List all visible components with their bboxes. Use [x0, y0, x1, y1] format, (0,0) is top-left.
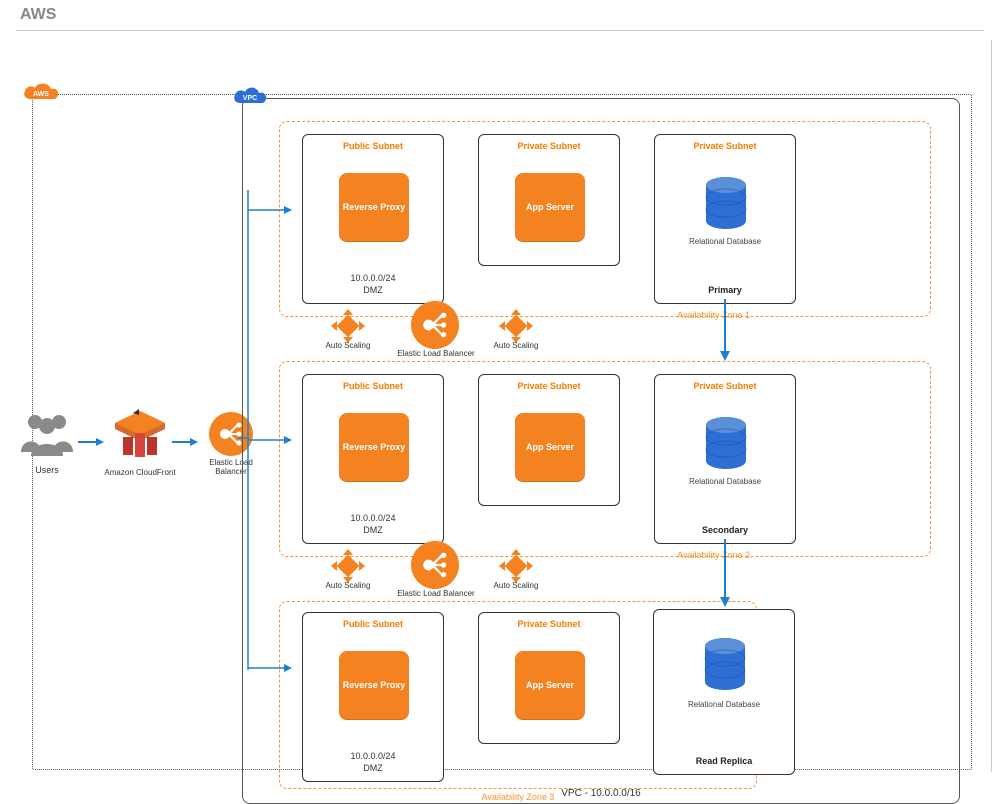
db-subnet-1: Private Subnet Relational Database Prima… — [654, 134, 796, 304]
divider-top — [16, 30, 984, 31]
private-subnet-3: Private Subnet App Server — [478, 612, 620, 744]
auto-scaling-label: Auto Scaling — [303, 581, 393, 590]
auto-scaling-icon — [331, 309, 365, 343]
subnet-title: Private Subnet — [479, 141, 619, 151]
private-subnet-1: Private Subnet App Server — [478, 134, 620, 266]
vpc-label: VPC - 10.0.0.0/16 — [243, 788, 959, 799]
subnet-title: Private Subnet — [479, 619, 619, 629]
cloudfront-label: Amazon CloudFront — [100, 468, 180, 477]
elb-inner-label: Elastic Load Balancer — [391, 589, 481, 598]
subnet-title: Public Subnet — [303, 619, 443, 629]
cloudfront-icon — [105, 407, 175, 463]
subnet-dmz: DMZ — [303, 525, 443, 535]
auto-scaling-label: Auto Scaling — [471, 581, 561, 590]
elb-branch-lines — [238, 150, 298, 710]
subnet-title: Private Subnet — [655, 381, 795, 391]
subnet-dmz: DMZ — [303, 285, 443, 295]
users-block: Users — [12, 410, 82, 475]
subnet-cidr: 10.0.0.0/24 — [303, 273, 443, 283]
page-title: AWS — [20, 6, 56, 24]
database-icon — [702, 638, 748, 694]
auto-scaling-2a: Auto Scaling — [331, 549, 365, 588]
az-label: Availability Zone 1 — [677, 310, 750, 320]
availability-zone-1: Public Subnet Reverse Proxy 10.0.0.0/24 … — [279, 121, 931, 317]
svg-text:AWS: AWS — [33, 91, 49, 98]
private-subnet-2: Private Subnet App Server — [478, 374, 620, 506]
elb-icon — [420, 550, 450, 580]
svg-text:VPC: VPC — [243, 95, 257, 102]
users-icon — [17, 410, 77, 460]
subnet-title: Public Subnet — [303, 141, 443, 151]
auto-scaling-label: Auto Scaling — [471, 341, 561, 350]
vpc-container: VPC Public Subnet Reverse Proxy 10.0.0.0… — [242, 98, 960, 804]
arrow-db1-db2 — [717, 299, 733, 363]
elb-inner-1 — [411, 301, 459, 349]
db-subtext: Relational Database — [655, 237, 795, 246]
cloudfront-block: Amazon CloudFront — [100, 407, 180, 477]
db-role: Primary — [655, 285, 795, 295]
db-subtext: Relational Database — [655, 477, 795, 486]
public-subnet-1: Public Subnet Reverse Proxy 10.0.0.0/24 … — [302, 134, 444, 304]
subnet-cidr: 10.0.0.0/24 — [303, 751, 443, 761]
app-server-box: App Server — [515, 173, 585, 241]
auto-scaling-2b: Auto Scaling — [499, 549, 533, 588]
users-label: Users — [12, 465, 82, 475]
db-subtext: Relational Database — [654, 700, 794, 709]
subnet-cidr: 10.0.0.0/24 — [303, 513, 443, 523]
auto-scaling-1a: Auto Scaling — [331, 309, 365, 348]
auto-scaling-icon — [499, 309, 533, 343]
aws-cloud-icon: AWS — [21, 81, 61, 105]
db-role: Read Replica — [654, 756, 794, 766]
arrow-cf-elb — [172, 436, 198, 448]
public-subnet-3: Public Subnet Reverse Proxy 10.0.0.0/24 … — [302, 612, 444, 782]
arrow-db2-rr — [717, 539, 733, 609]
reverse-proxy-box: Reverse Proxy — [339, 413, 409, 481]
diagram-canvas: AWS Users Amazon CloudFront — [0, 50, 1000, 770]
subnet-title: Private Subnet — [479, 381, 619, 391]
reverse-proxy-box: Reverse Proxy — [339, 651, 409, 719]
elb-icon — [420, 310, 450, 340]
auto-scaling-label: Auto Scaling — [303, 341, 393, 350]
auto-scaling-1b: Auto Scaling — [499, 309, 533, 348]
reverse-proxy-box: Reverse Proxy — [339, 173, 409, 241]
subnet-title: Private Subnet — [655, 141, 795, 151]
elb-inner-2 — [411, 541, 459, 589]
subnet-title: Public Subnet — [303, 381, 443, 391]
availability-zone-2: Public Subnet Reverse Proxy 10.0.0.0/24 … — [279, 361, 931, 557]
public-subnet-2: Public Subnet Reverse Proxy 10.0.0.0/24 … — [302, 374, 444, 544]
subnet-dmz: DMZ — [303, 763, 443, 773]
auto-scaling-icon — [499, 549, 533, 583]
app-server-box: App Server — [515, 651, 585, 719]
database-icon — [703, 417, 749, 473]
auto-scaling-icon — [331, 549, 365, 583]
vpc-icon: VPC — [231, 85, 269, 109]
db-role: Secondary — [655, 525, 795, 535]
db-subnet-2: Private Subnet Relational Database Secon… — [654, 374, 796, 544]
app-server-box: App Server — [515, 413, 585, 481]
elb-inner-label: Elastic Load Balancer — [391, 349, 481, 358]
read-replica-subnet: Relational Database Read Replica — [653, 609, 795, 775]
database-icon — [703, 177, 749, 233]
arrow-users-cf — [78, 436, 104, 448]
az-label: Availability Zone 2 — [677, 550, 750, 560]
